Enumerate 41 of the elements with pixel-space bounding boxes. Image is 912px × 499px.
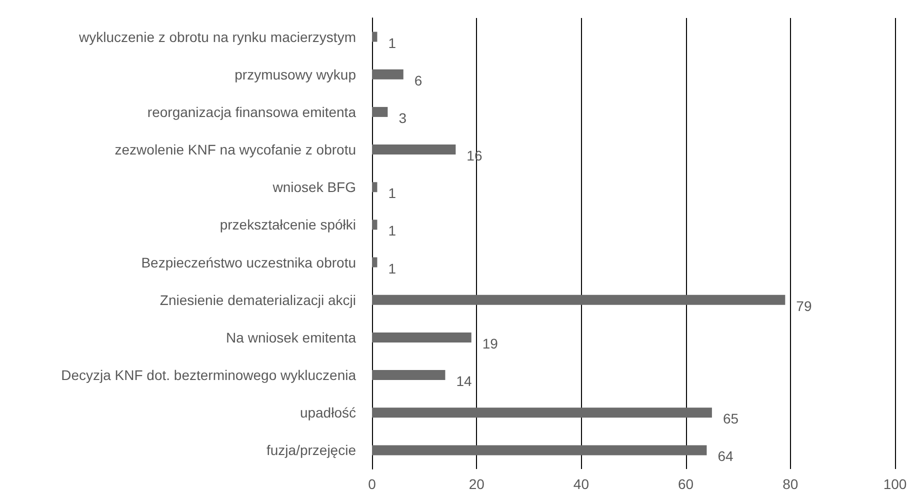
bar	[372, 294, 786, 305]
y-tick-label: wykluczenie z obrotu na rynku macierzystym	[78, 28, 356, 45]
bar	[372, 332, 472, 342]
bar	[372, 182, 378, 192]
x-tick-label: 20	[468, 476, 485, 492]
y-tick-label: Zniesienie dematerializacji akcji	[160, 292, 356, 308]
y-tick-label: zezwolenie KNF na wycofanie z obrotu	[114, 142, 356, 158]
data-label: 19	[482, 335, 498, 352]
x-tick-label: 40	[573, 476, 590, 492]
bar	[372, 32, 378, 42]
y-tick-label: przekształcenie spółki	[220, 216, 356, 233]
y-tick-label: Na wniosek emitenta	[226, 329, 356, 346]
data-label: 14	[456, 373, 472, 390]
data-label: 6	[414, 72, 422, 88]
data-label: 79	[796, 298, 812, 314]
x-tick-label: 0	[368, 476, 376, 492]
y-tick-label: reorganizacja finansowa emitenta	[147, 104, 356, 120]
bar	[372, 257, 378, 268]
data-label: 1	[388, 34, 396, 51]
data-label: 64	[718, 448, 734, 464]
y-tick-label: upadłość	[300, 404, 356, 421]
data-label: 1	[388, 260, 396, 276]
bar	[372, 370, 446, 380]
bar	[372, 144, 456, 155]
bar	[372, 445, 707, 456]
x-tick-label: 60	[678, 476, 694, 492]
x-tick-label: 80	[782, 476, 798, 492]
y-tick-label: przymusowy wykup	[234, 66, 356, 82]
x-tick-label: 100	[883, 476, 907, 492]
data-label: 1	[388, 222, 396, 239]
data-label: 3	[398, 110, 407, 126]
y-tick-label: wniosek BFG	[272, 179, 356, 196]
bar	[372, 69, 404, 80]
bar	[372, 220, 378, 230]
bar	[372, 408, 712, 418]
y-tick-label: fuzja/przejęcie	[266, 442, 356, 458]
y-tick-label: Bezpieczeństwo uczestnika obrotu	[141, 254, 356, 270]
y-tick-label: Decyzja KNF dot. bezterminowego wykluczenia	[61, 367, 356, 384]
data-label: 1	[388, 185, 396, 202]
bar	[372, 106, 388, 117]
data-label: 65	[722, 410, 739, 427]
